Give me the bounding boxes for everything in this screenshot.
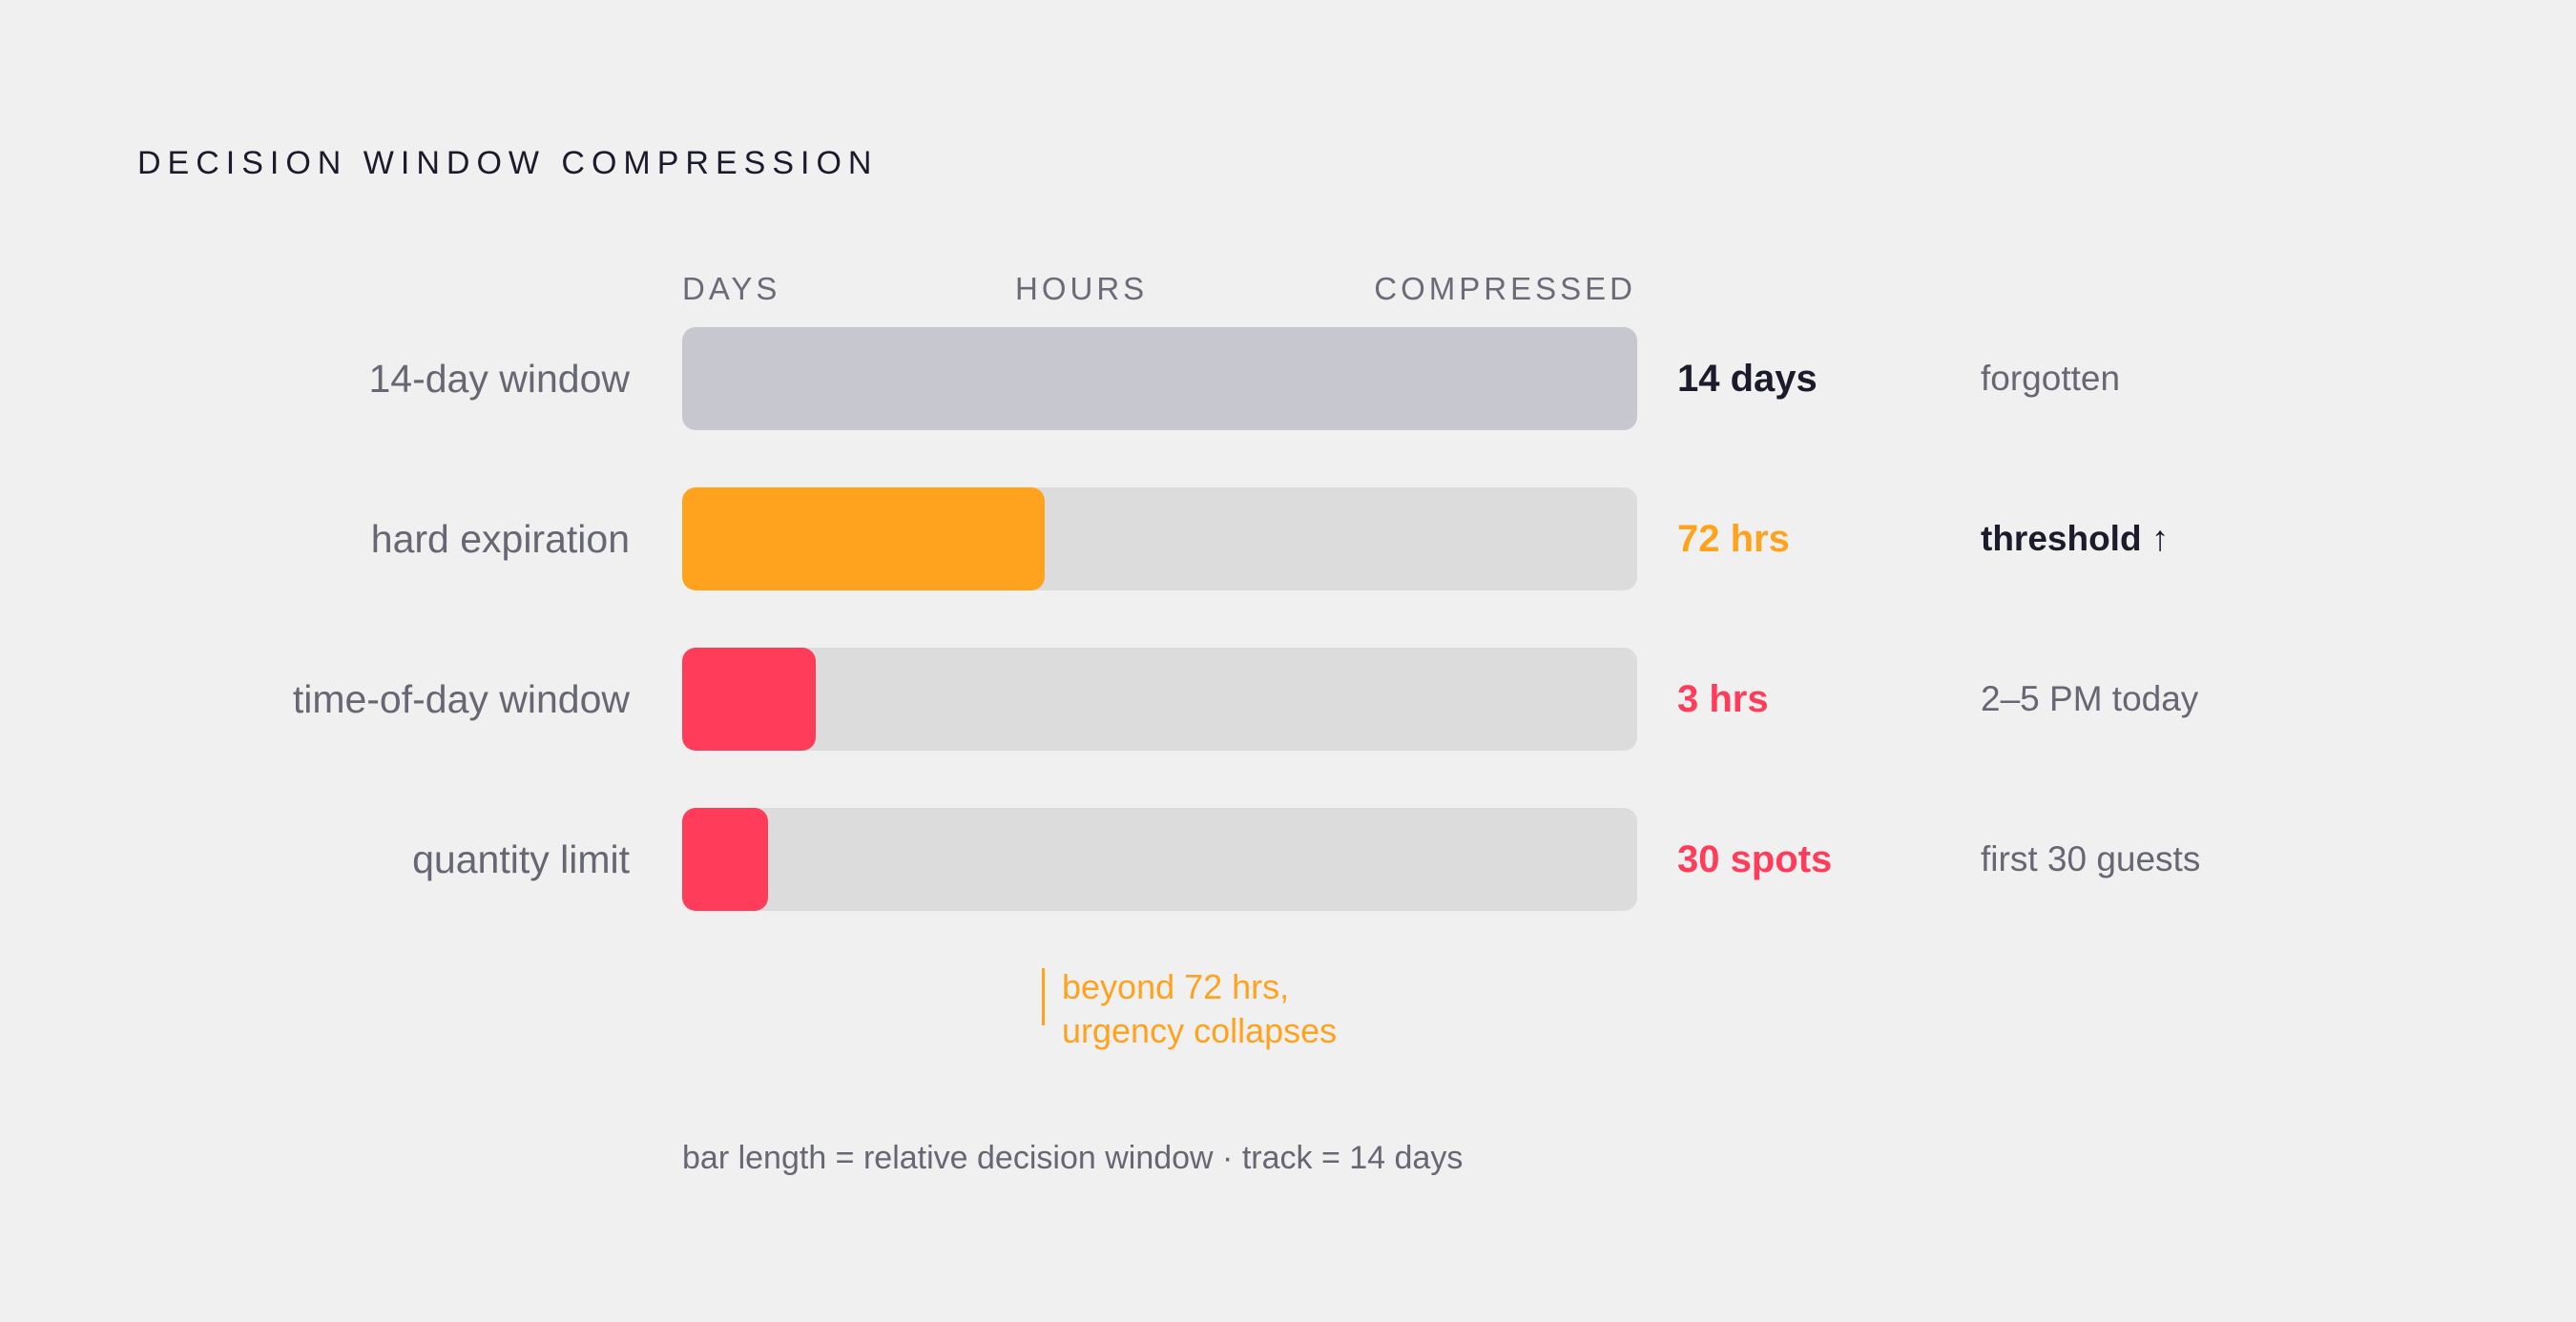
chart-footnote: bar length = relative decision window · … [682, 1140, 1464, 1176]
bar-track [682, 327, 1637, 430]
bar-track [682, 808, 1637, 911]
bar-track [682, 487, 1637, 590]
value-label: 72 hrs [1677, 518, 1790, 560]
chart-row: time-of-day window 3 hrs 2–5 PM today [0, 648, 2576, 751]
bar [682, 648, 816, 751]
chart-row: hard expiration 72 hrs threshold ↑ [0, 487, 2576, 590]
row-label: time-of-day window [292, 677, 630, 721]
chart-row: quantity limit 30 spots first 30 guests [0, 808, 2576, 911]
scale-label-compressed: COMPRESSED [1374, 271, 1636, 306]
row-label: 14-day window [368, 357, 631, 401]
value-label: 30 spots [1677, 838, 1833, 880]
bar [682, 487, 1045, 590]
bar [682, 808, 768, 911]
bar [682, 327, 1637, 430]
value-label: 14 days [1677, 358, 1818, 400]
row-note: 2–5 PM today [1981, 679, 2199, 718]
annotation-line-1: beyond 72 hrs, [1062, 967, 1290, 1006]
row-note: threshold ↑ [1981, 519, 2170, 558]
row-note: forgotten [1981, 359, 2121, 398]
row-note: first 30 guests [1981, 839, 2201, 878]
threshold-annotation: beyond 72 hrs, urgency collapses [1062, 965, 1337, 1053]
row-label: quantity limit [412, 837, 630, 881]
bar-track [682, 648, 1637, 751]
chart-row: 14-day window 14 days forgotten [0, 327, 2576, 430]
scale-label-days: DAYS [682, 271, 781, 306]
row-label: hard expiration [370, 517, 630, 561]
chart-title: DECISION WINDOW COMPRESSION [137, 145, 879, 181]
scale-label-hours: HOURS [1015, 271, 1149, 306]
annotation-line-2: urgency collapses [1062, 1011, 1338, 1050]
value-label: 3 hrs [1677, 678, 1769, 720]
annotation-marker [1042, 968, 1045, 1025]
